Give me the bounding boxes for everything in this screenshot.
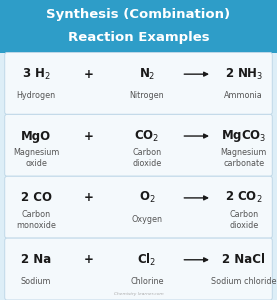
Text: Sodium chloride: Sodium chloride [211,277,276,286]
Text: +: + [84,191,94,204]
Text: N$_{2}$: N$_{2}$ [138,67,155,82]
Text: +: + [84,68,94,81]
Text: 2 CO: 2 CO [20,191,52,204]
Text: Chemistry learner.com: Chemistry learner.com [114,292,163,296]
FancyBboxPatch shape [0,0,277,52]
FancyBboxPatch shape [5,114,272,176]
Text: Oxygen: Oxygen [131,215,162,224]
Text: Magnesium
carbonate: Magnesium carbonate [220,148,267,168]
Text: MgO: MgO [21,130,51,142]
Text: Hydrogen: Hydrogen [16,91,56,100]
Text: Sodium: Sodium [21,277,51,286]
Text: +: + [84,130,94,142]
Text: 2 CO$_{2}$: 2 CO$_{2}$ [225,190,263,206]
FancyBboxPatch shape [5,176,272,238]
Text: Synthesis (Combination): Synthesis (Combination) [47,8,230,21]
Text: Carbon
monoxide: Carbon monoxide [16,209,56,230]
Text: O$_{2}$: O$_{2}$ [138,190,155,206]
Text: Nitrogen: Nitrogen [130,91,164,100]
Text: Carbon
dioxide: Carbon dioxide [132,148,161,168]
Text: 2 NH$_{3}$: 2 NH$_{3}$ [225,67,263,82]
Text: +: + [84,253,94,266]
Text: Magnesium
oxide: Magnesium oxide [13,148,59,168]
Text: CO$_{2}$: CO$_{2}$ [134,128,159,144]
Text: Ammonia: Ammonia [224,91,263,100]
FancyBboxPatch shape [5,238,272,300]
Text: Carbon
dioxide: Carbon dioxide [229,209,258,230]
Text: Chlorine: Chlorine [130,277,163,286]
Text: 2 Na: 2 Na [21,253,51,266]
Text: 2 NaCl: 2 NaCl [222,253,265,266]
Text: MgCO$_{3}$: MgCO$_{3}$ [221,128,266,144]
Text: Reaction Examples: Reaction Examples [68,31,209,44]
FancyBboxPatch shape [5,52,272,114]
Text: Cl$_{2}$: Cl$_{2}$ [137,252,157,268]
Text: 3 H$_{2}$: 3 H$_{2}$ [22,67,50,82]
